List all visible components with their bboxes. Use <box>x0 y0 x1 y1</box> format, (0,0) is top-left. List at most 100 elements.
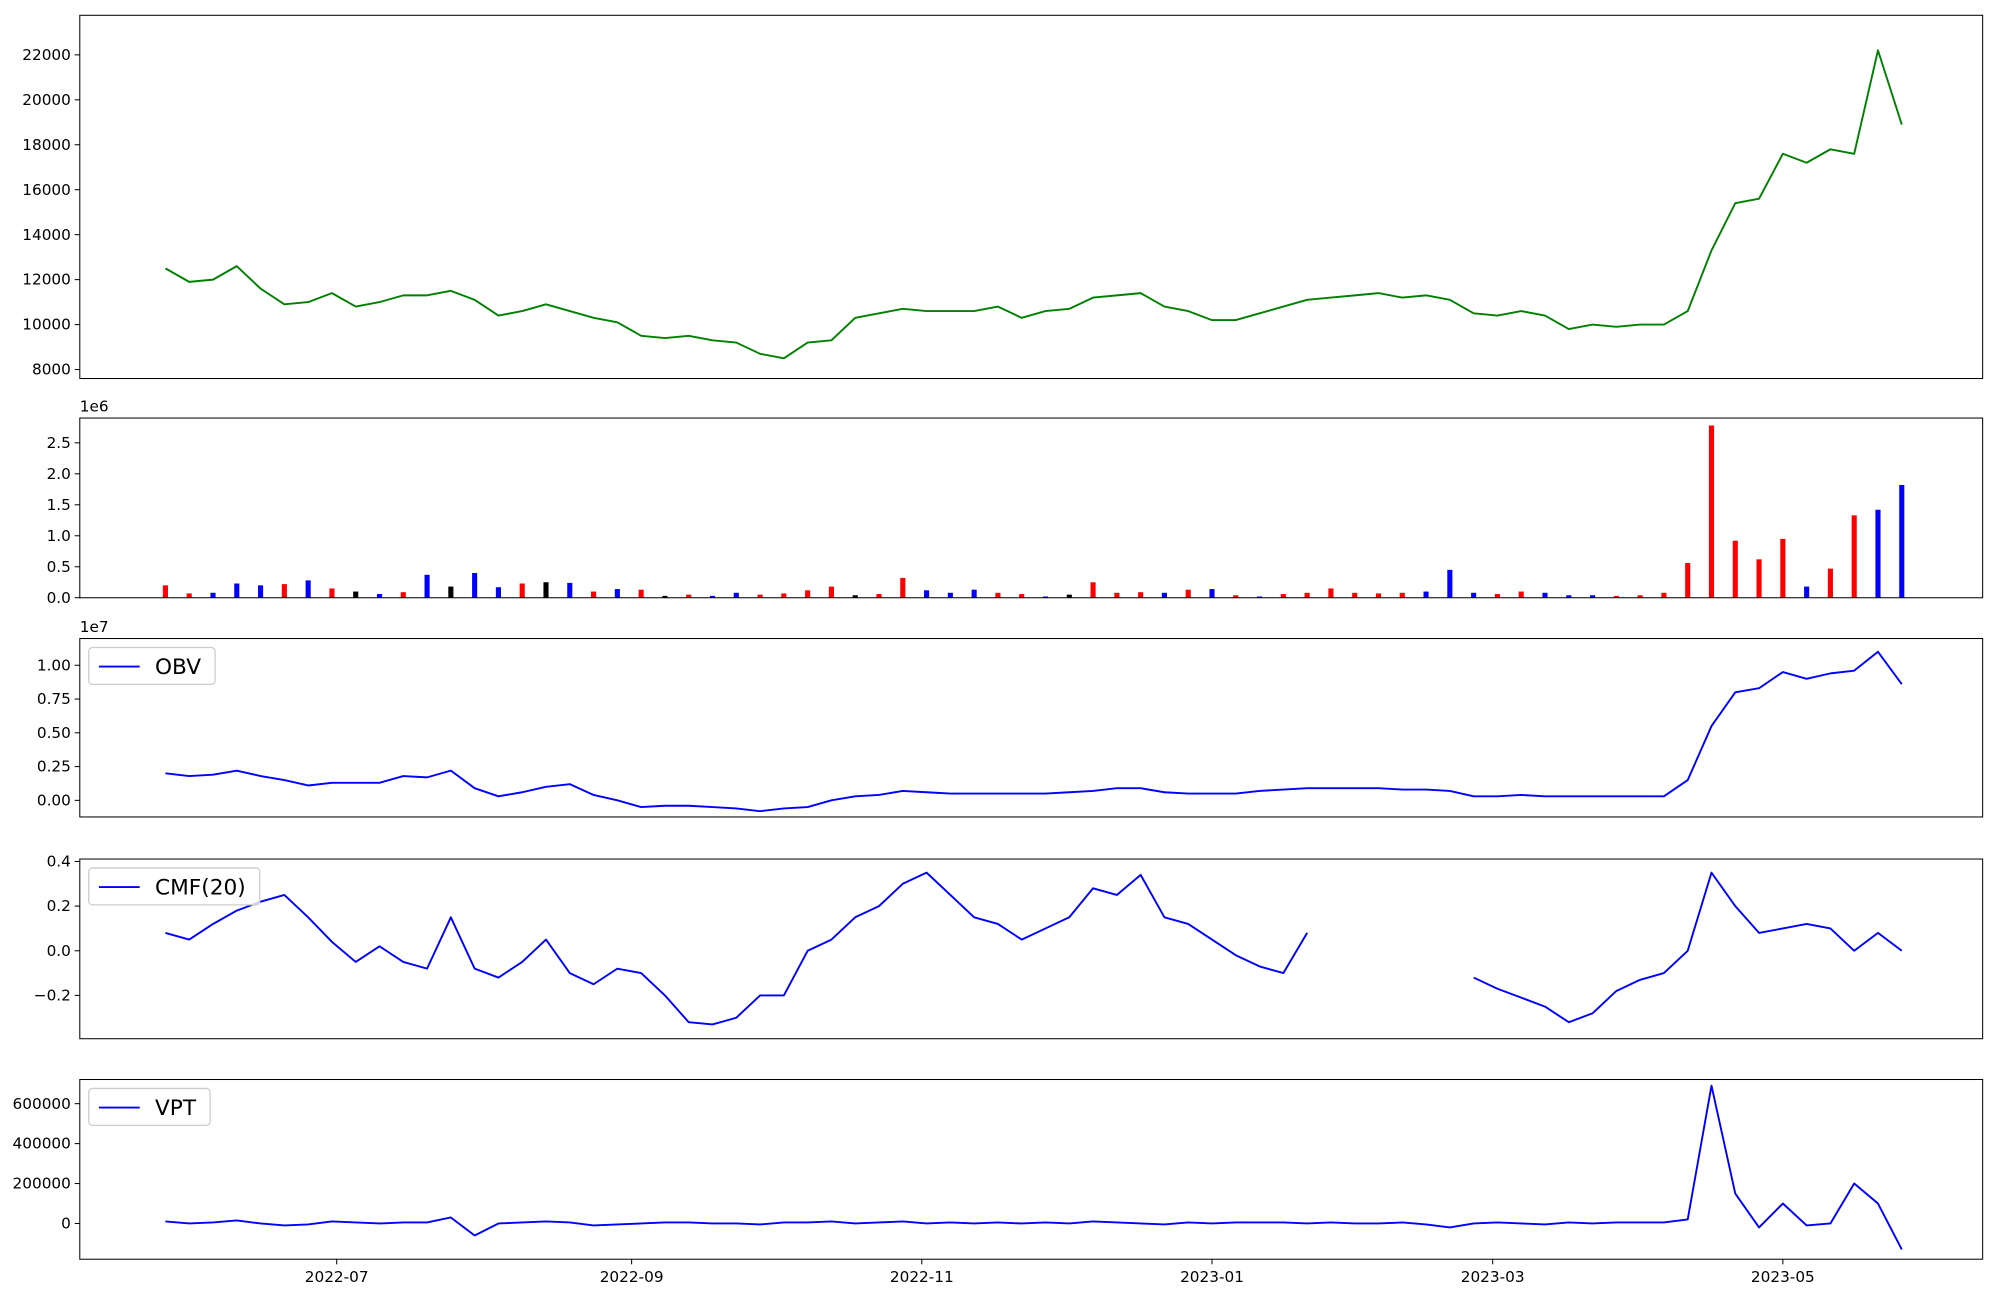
volume-bar <box>1090 582 1096 598</box>
plot-frame <box>79 1079 1984 1260</box>
axis-offset-label: 1e6 <box>80 398 109 416</box>
plot-frame <box>79 638 1984 818</box>
y-tick-label: 2.5 <box>47 434 71 452</box>
volume-bar <box>400 592 406 598</box>
volume-bar <box>329 588 335 598</box>
volume-bar <box>519 583 525 598</box>
y-tick-label: 14000 <box>22 226 71 244</box>
y-tick-label: −0.2 <box>34 987 71 1005</box>
y-tick-label: 16000 <box>22 181 71 199</box>
volume-bar <box>1851 515 1857 598</box>
y-tick-label: 0.5 <box>47 558 71 576</box>
y-tick-label: 8000 <box>32 361 71 379</box>
volume-bar <box>1685 563 1691 598</box>
legend-label: VPT <box>155 1096 197 1121</box>
y-tick-label: 600000 <box>13 1095 71 1113</box>
volume-bar <box>591 591 597 598</box>
volume-bar <box>1280 594 1286 598</box>
y-tick-label: 1.0 <box>47 527 71 545</box>
volume-bar <box>1708 425 1715 598</box>
subplot: 0.0 0.5 1.0 1.5 2.0 2.5 1e6 <box>47 398 1984 607</box>
volume-bar <box>186 593 192 598</box>
x-tick-label: 2023-03 <box>1461 1268 1525 1286</box>
volume-bar <box>1875 509 1881 598</box>
y-tick-label: 1.00 <box>37 656 71 674</box>
volume-bar <box>1304 592 1310 598</box>
x-tick-label: 2022-11 <box>890 1268 954 1286</box>
volume-bar <box>662 595 668 598</box>
y-tick-label: 400000 <box>13 1135 71 1153</box>
volume-bar <box>448 586 454 598</box>
volume-bar <box>1042 596 1049 598</box>
x-tick-label: 2022-09 <box>600 1268 664 1286</box>
y-tick-label: 1.5 <box>47 496 71 514</box>
volume-bar <box>305 580 311 598</box>
volume-bar <box>1780 538 1786 598</box>
y-tick-label: 0.75 <box>37 690 71 708</box>
volume-bar <box>1566 595 1572 598</box>
plot-frame <box>79 417 1984 599</box>
volume-bar <box>424 574 430 598</box>
volume-bar <box>162 585 168 598</box>
y-tick-label: 0.2 <box>47 897 71 915</box>
volume-bar <box>1375 593 1382 598</box>
volume-bar <box>376 594 383 598</box>
y-tick-label: 10000 <box>22 316 71 334</box>
legend-label: OBV <box>155 655 201 680</box>
x-tick-label: 2023-05 <box>1751 1268 1815 1286</box>
volume-bar <box>1590 595 1596 598</box>
volume-bar <box>495 587 501 598</box>
volume-bar <box>828 586 834 598</box>
volume-bar <box>1161 592 1167 598</box>
volume-bar <box>947 592 953 598</box>
volume-bar <box>852 595 858 598</box>
volume-bar <box>686 594 692 598</box>
legend-box <box>88 646 216 686</box>
volume-bar <box>1804 586 1810 598</box>
volume-bar <box>281 584 287 598</box>
volume-bar <box>1827 568 1833 598</box>
y-tick-label: 0 <box>61 1215 71 1233</box>
subplot: 8000 10000 12000 14000 16000 18000 20000 22000 <box>22 14 1984 380</box>
volume-bar <box>614 589 620 598</box>
volume-bar <box>781 593 787 598</box>
y-tick-label: 0.4 <box>47 853 71 871</box>
volume-bar <box>1471 592 1477 598</box>
volume-bar <box>353 591 359 598</box>
volume-bar <box>1637 595 1643 598</box>
volume-bar <box>1756 559 1762 598</box>
volume-bar <box>234 583 240 598</box>
volume-bar <box>210 592 216 598</box>
legend: VPT <box>88 1087 211 1127</box>
volume-bar <box>900 577 906 598</box>
y-tick-label: 0.00 <box>37 791 71 809</box>
y-tick-label: 0.50 <box>37 724 71 742</box>
volume-bar <box>1399 592 1405 598</box>
volume-bar <box>1019 594 1025 598</box>
volume-bar <box>472 572 478 598</box>
y-tick-label: 20000 <box>22 91 71 109</box>
plot-frame <box>79 858 1984 1040</box>
data-line <box>164 49 1903 360</box>
volume-bar <box>1257 596 1263 598</box>
volume-bar <box>638 589 644 598</box>
volume-bar <box>1542 592 1548 598</box>
y-tick-label: 2.0 <box>47 465 71 483</box>
x-tick-label: 2022-07 <box>305 1268 369 1286</box>
subplot: 0.00 0.25 0.50 0.75 1.00 1e7 OBV <box>37 618 1984 818</box>
legend-label: CMF(20) <box>155 876 246 901</box>
volume-bar <box>757 594 763 598</box>
volume-bar <box>1423 591 1429 598</box>
volume-bar <box>971 589 977 598</box>
x-tick-label: 2023-01 <box>1180 1268 1244 1286</box>
volume-bar <box>1352 592 1358 598</box>
legend: CMF(20) <box>88 867 261 906</box>
volume-bar <box>1066 594 1072 598</box>
legend-box <box>88 867 261 906</box>
y-tick-label: 0.0 <box>47 942 71 960</box>
y-tick-label: 12000 <box>22 271 71 289</box>
volume-bar <box>1114 592 1120 598</box>
subplot: −0.2 0.0 0.2 0.4 CMF(20) <box>34 853 1984 1040</box>
